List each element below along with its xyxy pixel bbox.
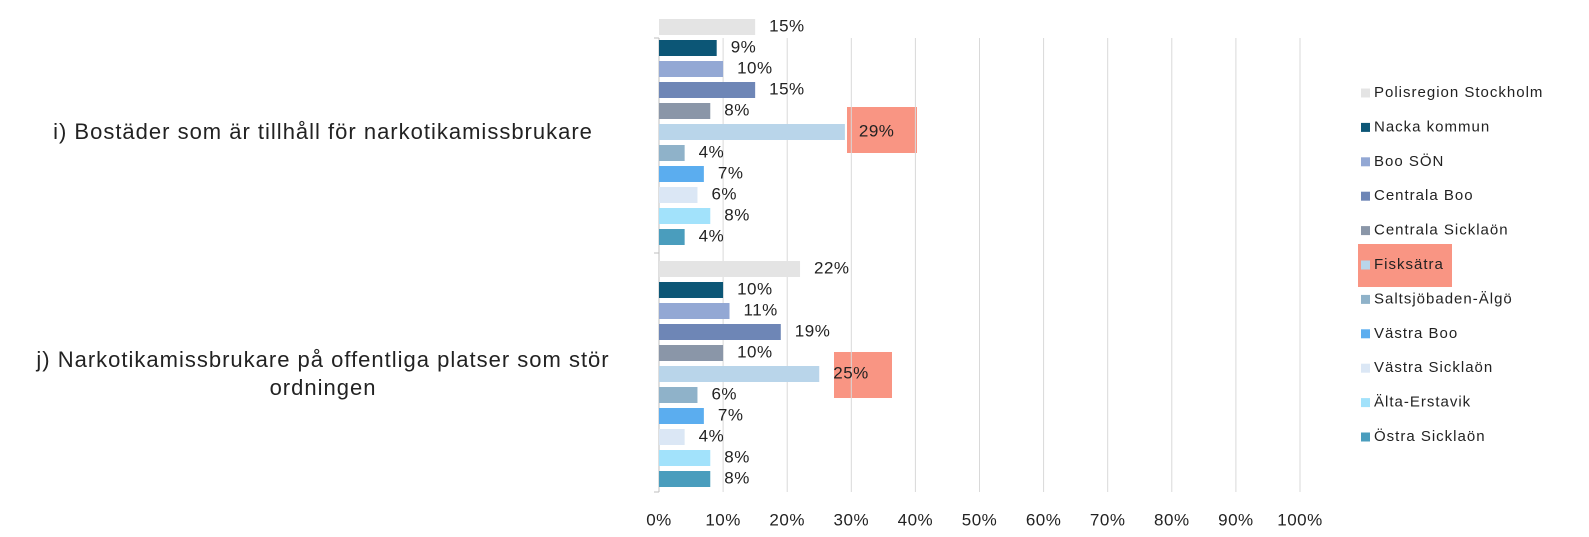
legend-label: Saltsjöbaden-Älgö	[1374, 290, 1513, 307]
data-label: 7%	[718, 405, 744, 424]
legend-swatch	[1361, 122, 1370, 132]
category-label: j) Narkotikamissbrukare på offentliga pl…	[36, 347, 610, 400]
bar	[659, 19, 756, 35]
bar	[659, 145, 685, 161]
legend-swatch	[1361, 432, 1370, 442]
bar	[659, 208, 711, 224]
bar	[659, 303, 730, 319]
data-label: 4%	[699, 142, 725, 161]
data-label: 10%	[737, 342, 773, 361]
bar	[659, 429, 685, 445]
legend-label: Nacka kommun	[1374, 118, 1490, 135]
x-tick-label: 70%	[1090, 510, 1126, 529]
data-label: 15%	[769, 16, 805, 35]
data-label: 4%	[699, 226, 725, 245]
x-tick-label: 100%	[1277, 510, 1322, 529]
x-tick-label: 0%	[646, 510, 672, 529]
data-label: 25%	[833, 363, 869, 382]
legend-swatch	[1361, 329, 1370, 339]
legend-label: Östra Sicklaön	[1374, 427, 1486, 445]
x-tick-label: 40%	[898, 510, 934, 529]
data-label: 10%	[737, 279, 773, 298]
data-label: 7%	[718, 163, 744, 182]
legend-label: Centrala Sicklaön	[1374, 222, 1509, 239]
data-label: 22%	[814, 258, 850, 277]
bar	[659, 324, 781, 340]
data-label: 8%	[724, 447, 750, 466]
bar	[659, 282, 724, 298]
highlight	[834, 352, 892, 398]
data-label: 6%	[711, 184, 737, 203]
legend-label: Fisksätra	[1374, 256, 1444, 273]
bar	[659, 229, 685, 245]
legend-swatch	[1361, 294, 1370, 304]
x-tick-label: 50%	[962, 510, 998, 529]
data-label: 19%	[795, 321, 831, 340]
data-label: 10%	[737, 58, 773, 77]
bar	[659, 124, 845, 140]
bar	[659, 40, 717, 56]
highlight	[847, 107, 917, 153]
data-label: 6%	[711, 384, 737, 403]
legend-label: Västra Boo	[1374, 325, 1458, 342]
data-label: 9%	[731, 37, 757, 56]
bar	[659, 408, 704, 424]
data-label: 29%	[859, 121, 895, 140]
legend-label: Centrala Boo	[1374, 187, 1474, 204]
x-tick-label: 10%	[705, 510, 741, 529]
data-label: 15%	[769, 79, 805, 98]
legend-swatch	[1361, 88, 1370, 98]
x-tick-label: 90%	[1218, 510, 1254, 529]
legend-swatch	[1361, 191, 1370, 201]
bar	[659, 61, 724, 77]
highlight	[1358, 244, 1452, 287]
category-label: i) Bostäder som är tillhåll för narkotik…	[53, 119, 593, 144]
legend-swatch	[1361, 363, 1370, 373]
bar	[659, 166, 704, 182]
legend-label: Boo SÖN	[1374, 152, 1444, 170]
x-tick-label: 20%	[769, 510, 805, 529]
legend-swatch	[1361, 226, 1370, 236]
legend-label: Västra Sicklaön	[1374, 359, 1493, 376]
legend-swatch	[1361, 398, 1370, 408]
bar	[659, 366, 820, 382]
legend-label: Älta-Erstavik	[1374, 394, 1471, 411]
data-label: 11%	[744, 300, 778, 319]
bar	[659, 261, 801, 277]
data-label: 8%	[724, 205, 750, 224]
bar	[659, 82, 756, 98]
bar	[659, 103, 711, 119]
data-label: 8%	[724, 468, 750, 487]
legend-swatch	[1361, 260, 1370, 270]
data-label: 4%	[699, 426, 725, 445]
x-tick-label: 30%	[834, 510, 870, 529]
data-label: 8%	[724, 100, 750, 119]
bar	[659, 450, 711, 466]
bar	[659, 187, 698, 203]
x-tick-label: 80%	[1154, 510, 1190, 529]
legend-swatch	[1361, 157, 1370, 167]
bar	[659, 345, 724, 361]
bar	[659, 387, 698, 403]
x-tick-label: 60%	[1026, 510, 1062, 529]
legend-label: Polisregion Stockholm	[1374, 84, 1543, 101]
bar	[659, 471, 711, 487]
